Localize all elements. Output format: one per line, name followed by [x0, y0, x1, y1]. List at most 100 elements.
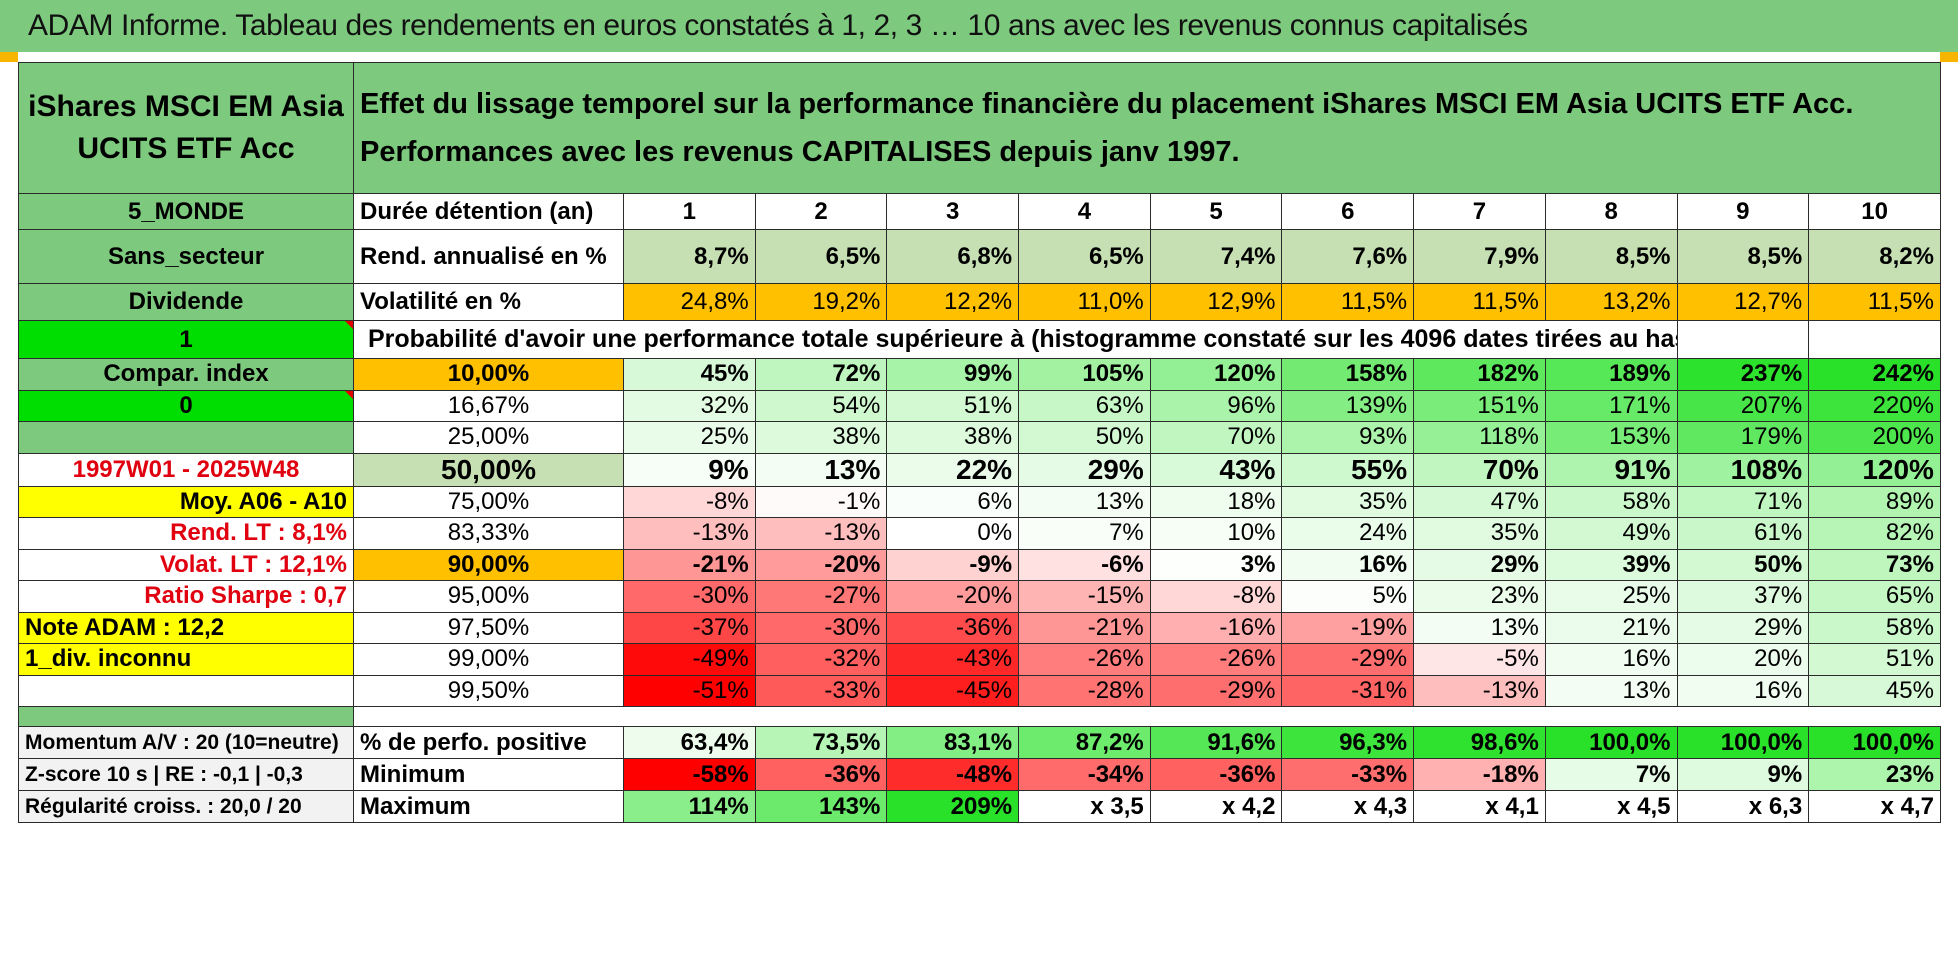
prob-value: 16% — [1281, 548, 1415, 581]
left-zscore: Z-score 10 s | RE : -0,1 | -0,3 — [18, 758, 354, 791]
rend-value: 8,5% — [1544, 229, 1678, 284]
prob-value: -32% — [754, 643, 888, 676]
year-header: 6 — [1281, 193, 1415, 230]
prob-value: -16% — [1149, 611, 1283, 644]
prob-value: 45% — [623, 358, 756, 391]
prob-value: 24% — [1281, 517, 1415, 550]
left-regularite: Régularité croiss. : 20,0 / 20 — [18, 790, 354, 823]
rend-value: 7,6% — [1281, 229, 1415, 284]
prob-value: 29% — [1676, 611, 1810, 644]
positive-value: 87,2% — [1018, 726, 1151, 759]
probability-threshold: 90,00% — [353, 548, 624, 581]
left-note: Note ADAM : 12,2 — [18, 611, 354, 644]
prob-value: 49% — [1544, 517, 1678, 550]
prob-value: 29% — [1413, 548, 1546, 581]
prob-value: 13% — [1018, 485, 1151, 518]
prob-value: 179% — [1676, 421, 1810, 454]
prob-value: 58% — [1808, 611, 1941, 644]
rend-value: 6,5% — [1018, 229, 1151, 284]
prob-value: -21% — [1018, 611, 1151, 644]
prob-value: 3% — [1149, 548, 1283, 581]
minimum-value: 9% — [1676, 758, 1810, 791]
probability-threshold: 99,00% — [353, 643, 624, 676]
prob-value: 16% — [1544, 643, 1678, 676]
positive-value: 100,0% — [1676, 726, 1810, 759]
prob-value: -6% — [1018, 548, 1151, 581]
prob-value: 20% — [1676, 643, 1810, 676]
year-header: 5 — [1149, 193, 1283, 230]
prob-value: 50% — [1018, 421, 1151, 454]
dividend-value[interactable]: 1 — [18, 320, 354, 359]
positive-value: 63,4% — [623, 726, 756, 759]
prob-value: 171% — [1544, 389, 1678, 422]
vol-value: 11,5% — [1281, 283, 1415, 321]
left-volat-lt: Volat. LT : 12,1% — [18, 548, 354, 581]
prob-value: 6% — [886, 485, 1020, 518]
prob-value: 70% — [1413, 452, 1546, 487]
prob-value: 63% — [1018, 389, 1151, 422]
prob-value: -37% — [623, 611, 756, 644]
rend-value: 8,5% — [1676, 229, 1810, 284]
empty-cell — [18, 706, 354, 727]
prob-value: -13% — [1413, 674, 1546, 707]
prob-row: 25,00% 25% 38% 38% 50% 70% 93% 118% 153% 179% 200% — [18, 421, 1941, 454]
maximum-value: x 4,3 — [1281, 790, 1415, 823]
probability-threshold: 50,00% — [353, 452, 624, 487]
prob-value: 139% — [1281, 389, 1415, 422]
rend-value: 7,9% — [1413, 229, 1546, 284]
left-div-inconnu: 1_div. inconnu — [18, 643, 354, 676]
probability-threshold: 10,00% — [353, 358, 624, 391]
minimum-value: -48% — [886, 758, 1020, 791]
empty-cell — [18, 674, 354, 707]
maximum-row: Régularité croiss. : 20,0 / 20 Maximum 114… — [18, 790, 1941, 823]
rend-value: 6,5% — [754, 229, 888, 284]
year-header: 7 — [1413, 193, 1546, 230]
prob-value: 158% — [1281, 358, 1415, 391]
rend-value: 8,2% — [1808, 229, 1941, 284]
prob-value: 10% — [1149, 517, 1283, 550]
minimum-value: 23% — [1808, 758, 1941, 791]
positive-row: Momentum A/V : 20 (10=neutre)% de perfo.… — [18, 726, 1941, 759]
region-label: 5_MONDE — [18, 193, 354, 230]
maximum-value: x 4,5 — [1544, 790, 1678, 823]
prob-row: Note ADAM : 12,2 97,50% -37% -30% -36% -21% -1… — [18, 611, 1941, 644]
prob-value: 18% — [1149, 485, 1283, 518]
prob-value: 89% — [1808, 485, 1941, 518]
prob-row: 0 16,67% 32% 54% 51% 63% 96% 139% 151% 171% 207% 22… — [18, 389, 1941, 422]
prob-value: 105% — [1018, 358, 1151, 391]
prob-value: 71% — [1676, 485, 1810, 518]
maximum-value: 143% — [754, 790, 888, 823]
prob-value: 82% — [1808, 517, 1941, 550]
prob-row: Volat. LT : 12,1% 90,00% -21% -20% -9% -6% 3% 1… — [18, 548, 1941, 581]
left-compar-value[interactable]: 0 — [18, 389, 354, 422]
minimum-value: 7% — [1544, 758, 1678, 791]
prob-value: -8% — [1149, 580, 1283, 613]
prob-value: -33% — [754, 674, 888, 707]
prob-row: 99,50% -51% -33% -45% -28% -29% -31% -13% 13% 16%… — [18, 674, 1941, 707]
prob-value: 23% — [1413, 580, 1546, 613]
prob-value: -30% — [754, 611, 888, 644]
positive-value: 98,6% — [1413, 726, 1546, 759]
prob-value: 73% — [1808, 548, 1941, 581]
prob-value: 32% — [623, 389, 756, 422]
minimum-label: Minimum — [353, 758, 624, 791]
year-header: 4 — [1018, 193, 1151, 230]
prob-value: 21% — [1544, 611, 1678, 644]
minimum-value: -34% — [1018, 758, 1151, 791]
proba-label: Probabilité d'avoir une performance tota… — [353, 320, 1678, 359]
maximum-value: x 4,1 — [1413, 790, 1546, 823]
vol-value: 11,0% — [1018, 283, 1151, 321]
fund-name-cell: iShares MSCI EM Asia UCITS ETF Acc — [18, 62, 354, 194]
prob-value: 108% — [1676, 452, 1810, 487]
left-compar-index: Compar. index — [18, 358, 354, 391]
probability-threshold: 97,50% — [353, 611, 624, 644]
maximum-label: Maximum — [353, 790, 624, 823]
prob-value: 65% — [1808, 580, 1941, 613]
left-sharpe: Ratio Sharpe : 0,7 — [18, 580, 354, 613]
duree-label: Durée détention (an) — [353, 193, 624, 230]
prob-value: 189% — [1544, 358, 1678, 391]
maximum-value: x 3,5 — [1018, 790, 1151, 823]
prob-value: -29% — [1281, 643, 1415, 676]
prob-value: 182% — [1413, 358, 1546, 391]
prob-value: 50% — [1676, 548, 1810, 581]
